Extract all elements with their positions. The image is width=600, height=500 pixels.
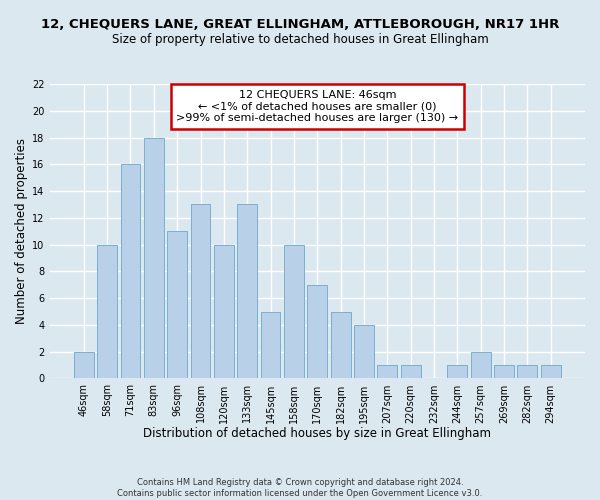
Bar [354, 325, 374, 378]
Bar [494, 365, 514, 378]
Bar [97, 244, 117, 378]
Bar [167, 231, 187, 378]
X-axis label: Distribution of detached houses by size in Great Ellingham: Distribution of detached houses by size … [143, 427, 491, 440]
Y-axis label: Number of detached properties: Number of detached properties [15, 138, 28, 324]
Text: 12, CHEQUERS LANE, GREAT ELLINGHAM, ATTLEBOROUGH, NR17 1HR: 12, CHEQUERS LANE, GREAT ELLINGHAM, ATTL… [41, 18, 559, 30]
Bar [214, 244, 234, 378]
Bar [307, 285, 327, 378]
Bar [331, 312, 350, 378]
Bar [121, 164, 140, 378]
Bar [541, 365, 560, 378]
Bar [237, 204, 257, 378]
Bar [377, 365, 397, 378]
Bar [401, 365, 421, 378]
Bar [517, 365, 538, 378]
Bar [144, 138, 164, 378]
Bar [260, 312, 280, 378]
Bar [74, 352, 94, 378]
Bar [191, 204, 211, 378]
Bar [448, 365, 467, 378]
Text: Contains HM Land Registry data © Crown copyright and database right 2024.
Contai: Contains HM Land Registry data © Crown c… [118, 478, 482, 498]
Bar [471, 352, 491, 378]
Text: Size of property relative to detached houses in Great Ellingham: Size of property relative to detached ho… [112, 32, 488, 46]
Bar [284, 244, 304, 378]
Text: 12 CHEQUERS LANE: 46sqm
← <1% of detached houses are smaller (0)
>99% of semi-de: 12 CHEQUERS LANE: 46sqm ← <1% of detache… [176, 90, 458, 123]
